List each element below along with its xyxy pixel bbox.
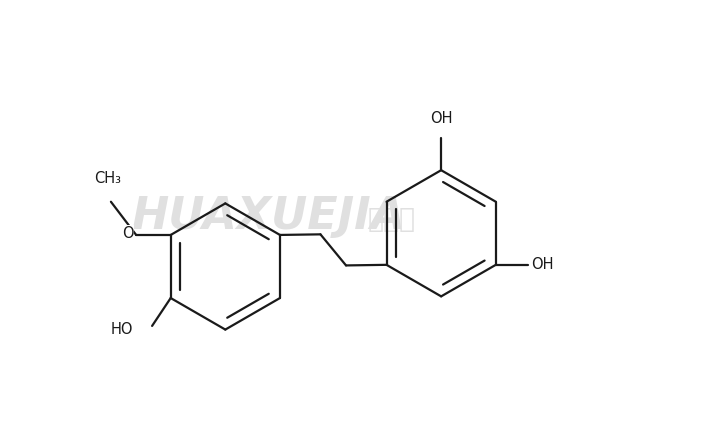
Text: O: O	[122, 226, 134, 241]
Text: HO: HO	[111, 322, 134, 337]
Text: OH: OH	[531, 257, 553, 272]
Text: HUAXUEJIA: HUAXUEJIA	[131, 195, 406, 238]
Text: CH₃: CH₃	[94, 172, 121, 187]
Text: OH: OH	[430, 111, 453, 126]
Text: 化学加: 化学加	[368, 207, 415, 233]
